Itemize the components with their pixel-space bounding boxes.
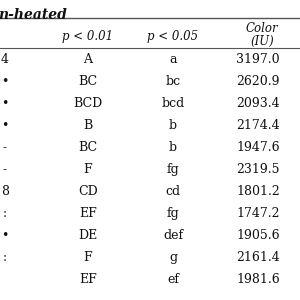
Text: 3197.0: 3197.0: [236, 53, 280, 66]
Text: 8: 8: [1, 185, 9, 198]
Text: BC: BC: [78, 141, 98, 154]
Text: 1905.6: 1905.6: [236, 229, 280, 242]
Text: p < 0.05: p < 0.05: [147, 30, 199, 43]
Text: -: -: [3, 141, 7, 154]
Text: •: •: [1, 75, 9, 88]
Text: EF: EF: [79, 273, 97, 286]
Text: •: •: [1, 119, 9, 132]
Text: 2319.5: 2319.5: [236, 163, 280, 176]
Text: 2620.9: 2620.9: [236, 75, 280, 88]
Text: F: F: [84, 163, 92, 176]
Text: EF: EF: [79, 207, 97, 220]
Text: :: :: [3, 251, 7, 264]
Text: fg: fg: [167, 207, 179, 220]
Text: CD: CD: [78, 185, 98, 198]
Text: •: •: [1, 97, 9, 110]
Text: def: def: [163, 229, 183, 242]
Text: 2093.4: 2093.4: [236, 97, 280, 110]
Text: 1801.2: 1801.2: [236, 185, 280, 198]
Text: bc: bc: [165, 75, 181, 88]
Text: B: B: [83, 119, 93, 132]
Text: 1747.2: 1747.2: [236, 207, 280, 220]
Text: b: b: [169, 119, 177, 132]
Text: 2161.4: 2161.4: [236, 251, 280, 264]
Text: •: •: [1, 229, 9, 242]
Text: BCD: BCD: [74, 97, 103, 110]
Text: cd: cd: [165, 185, 181, 198]
Text: -: -: [3, 163, 7, 176]
Text: DE: DE: [78, 229, 98, 242]
Text: ef: ef: [167, 273, 179, 286]
Text: fg: fg: [167, 163, 179, 176]
Text: b: b: [169, 141, 177, 154]
Text: BC: BC: [78, 75, 98, 88]
Text: A: A: [83, 53, 92, 66]
Text: n-heated: n-heated: [0, 8, 67, 22]
Text: (IU): (IU): [250, 35, 274, 48]
Text: p < 0.01: p < 0.01: [62, 30, 114, 43]
Text: Color: Color: [246, 22, 278, 35]
Text: 1947.6: 1947.6: [236, 141, 280, 154]
Text: bcd: bcd: [161, 97, 184, 110]
Text: a: a: [169, 53, 177, 66]
Text: :: :: [3, 207, 7, 220]
Text: g: g: [169, 251, 177, 264]
Text: 1981.6: 1981.6: [236, 273, 280, 286]
Text: 2174.4: 2174.4: [236, 119, 280, 132]
Text: 4: 4: [1, 53, 9, 66]
Text: F: F: [84, 251, 92, 264]
